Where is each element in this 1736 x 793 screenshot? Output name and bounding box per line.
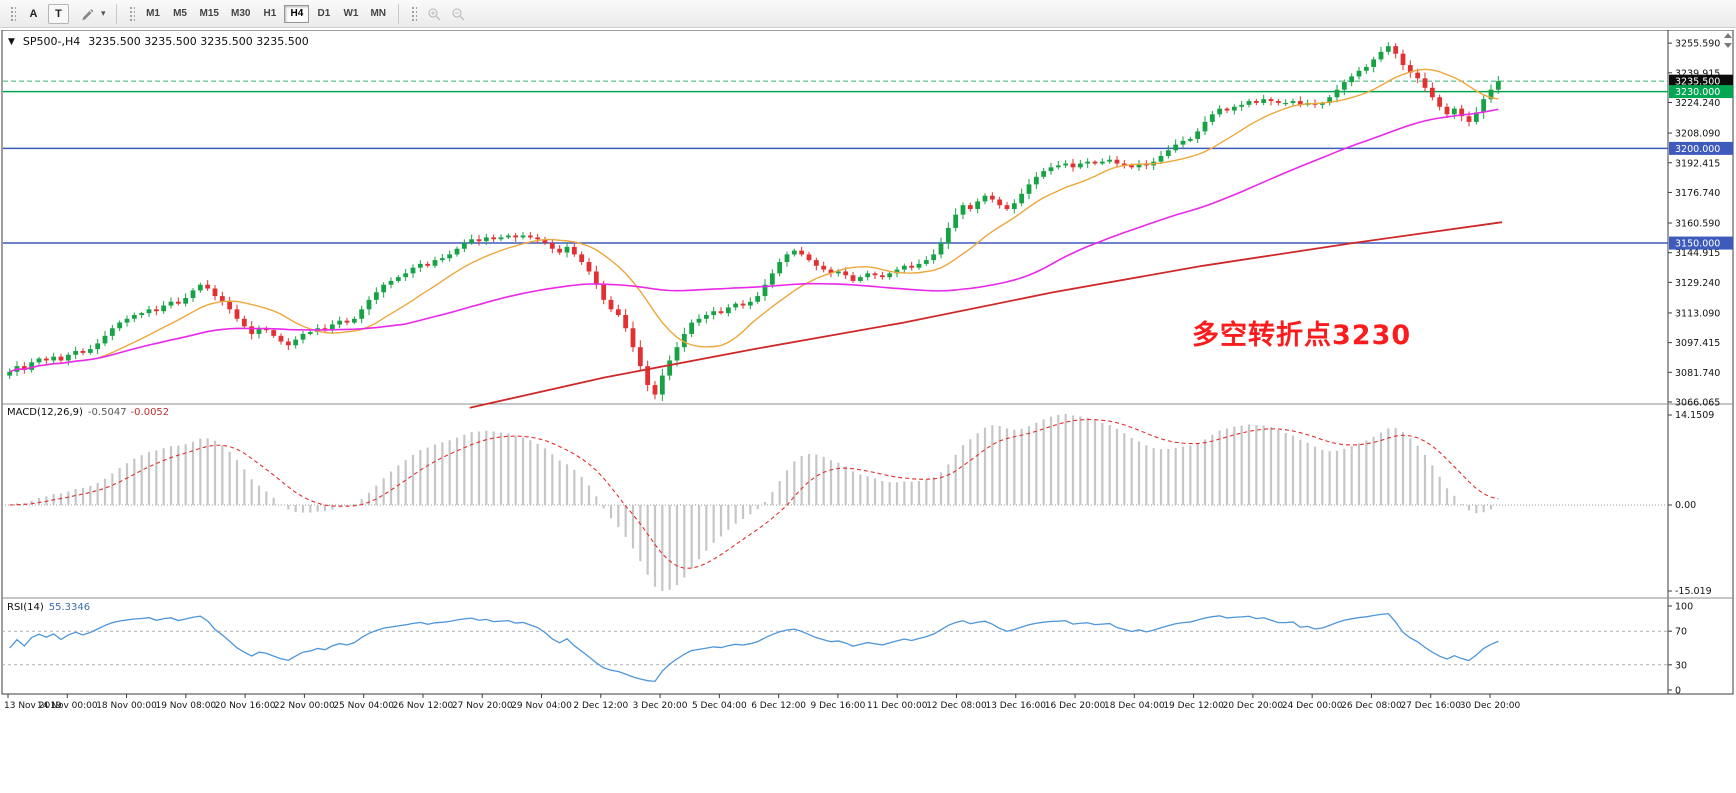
chart-collapse-icon[interactable]: ▼ <box>8 36 15 47</box>
svg-text:3224.240: 3224.240 <box>1675 98 1720 109</box>
chart-symbol-period: SP500-,H4 <box>22 35 81 48</box>
svg-text:11 Dec 00:00: 11 Dec 00:00 <box>867 701 928 711</box>
chevron-down-icon: ▾ <box>101 8 106 19</box>
svg-text:30 Dec 20:00: 30 Dec 20:00 <box>1460 701 1521 711</box>
svg-text:6 Dec 12:00: 6 Dec 12:00 <box>751 701 806 711</box>
svg-text:3176.740: 3176.740 <box>1675 188 1720 199</box>
svg-text:0.00: 0.00 <box>1675 500 1696 511</box>
svg-text:3144.915: 3144.915 <box>1675 248 1720 259</box>
timeframe-button-m5[interactable]: M5 <box>168 5 193 23</box>
ma-slow-line <box>469 221 1503 409</box>
svg-text:3113.090: 3113.090 <box>1675 308 1720 319</box>
svg-text:3160.590: 3160.590 <box>1675 219 1720 230</box>
horizontal-lines[interactable] <box>3 80 1668 244</box>
text-tool-button[interactable]: A <box>23 4 44 24</box>
svg-text:2 Dec 12:00: 2 Dec 12:00 <box>573 701 628 711</box>
svg-text:27 Dec 16:00: 27 Dec 16:00 <box>1400 701 1461 711</box>
svg-text:5 Dec 04:00: 5 Dec 04:00 <box>692 701 747 711</box>
svg-text:3150.000: 3150.000 <box>1675 239 1720 250</box>
svg-text:26 Nov 12:00: 26 Nov 12:00 <box>393 701 454 711</box>
svg-text:0: 0 <box>1675 686 1681 697</box>
zoom-out-icon[interactable] <box>449 5 467 23</box>
svg-text:12 Dec 08:00: 12 Dec 08:00 <box>926 701 987 711</box>
toolbar-grip-3[interactable] <box>410 4 417 23</box>
svg-text:19 Nov 08:00: 19 Nov 08:00 <box>155 701 216 711</box>
timeframe-button-d1[interactable]: D1 <box>311 5 336 23</box>
timeframe-button-w1[interactable]: W1 <box>338 5 363 23</box>
svg-text:18 Nov 00:00: 18 Nov 00:00 <box>96 701 157 711</box>
rsi-name: RSI(14) <box>7 602 44 613</box>
macd-indicator-label[interactable]: MACD(12,26,9) -0.5047 -0.0052 <box>7 407 169 418</box>
macd-signal-line <box>9 418 1499 569</box>
toolbar-grip-1[interactable] <box>9 4 16 23</box>
svg-text:13 Nov 2019: 13 Nov 2019 <box>4 701 62 711</box>
svg-text:24 Dec 00:00: 24 Dec 00:00 <box>1282 701 1343 711</box>
macd-main-value: -0.5047 <box>87 407 127 418</box>
svg-text:19 Dec 12:00: 19 Dec 12:00 <box>1163 701 1224 711</box>
chart-header: ▼ SP500-,H4 3235.500 3235.500 3235.500 3… <box>8 35 309 48</box>
toolbar-separator-2 <box>398 3 399 24</box>
timeframe-button-h1[interactable]: H1 <box>257 5 282 23</box>
svg-text:16 Dec 20:00: 16 Dec 20:00 <box>1045 701 1106 711</box>
svg-text:3 Dec 20:00: 3 Dec 20:00 <box>633 701 688 711</box>
timeframe-button-m30[interactable]: M30 <box>226 5 255 23</box>
svg-text:3255.590: 3255.590 <box>1675 39 1720 50</box>
zoom-in-icon[interactable] <box>425 5 443 23</box>
macd-name: MACD(12,26,9) <box>7 407 83 418</box>
candlesticks <box>7 42 1501 402</box>
chart-frame <box>1 30 1734 695</box>
chart-canvas[interactable]: 3255.590 3239.915 3224.240 3208.090 3192.415… <box>0 30 1736 793</box>
svg-text:20 Dec 20:00: 20 Dec 20:00 <box>1223 701 1284 711</box>
timeframe-toolbar: M1 M5 M15 M30 H1 H4 D1 W1 MN <box>140 4 392 23</box>
toolbar-separator-1 <box>115 3 117 24</box>
svg-text:9 Dec 16:00: 9 Dec 16:00 <box>811 701 866 711</box>
svg-text:20 Nov 16:00: 20 Nov 16:00 <box>215 701 276 711</box>
svg-text:3230.000: 3230.000 <box>1675 87 1720 98</box>
svg-text:22 Nov 00:00: 22 Nov 00:00 <box>274 701 335 711</box>
svg-text:3081.740: 3081.740 <box>1675 368 1720 379</box>
chart-window[interactable]: 3255.590 3239.915 3224.240 3208.090 3192.415… <box>0 30 1736 793</box>
macd-histogram <box>15 414 1500 591</box>
rsi-value: 55.3346 <box>48 602 91 613</box>
svg-text:14 Nov 00:00: 14 Nov 00:00 <box>37 701 98 711</box>
svg-text:-15.019: -15.019 <box>1675 586 1712 597</box>
macd-signal-value: -0.0052 <box>130 407 170 418</box>
rsi-line <box>9 612 1499 683</box>
svg-text:3200.000: 3200.000 <box>1675 144 1720 155</box>
svg-text:3192.415: 3192.415 <box>1675 158 1720 169</box>
svg-text:3239.915: 3239.915 <box>1675 68 1720 79</box>
draw-tools-dropdown[interactable]: ▾ <box>73 4 108 24</box>
chart-annotation[interactable]: 多空转折点3230 <box>1192 320 1412 351</box>
timeframe-button-m1[interactable]: M1 <box>141 5 166 23</box>
svg-text:3097.415: 3097.415 <box>1675 338 1720 349</box>
top-toolbar: A T ▾ M1 M5 M15 M30 H1 H4 D1 W1 MN <box>0 0 1736 28</box>
svg-text:3208.090: 3208.090 <box>1675 129 1720 140</box>
timeframe-button-h4[interactable]: H4 <box>284 4 310 23</box>
chart-ohlc-values: 3235.500 3235.500 3235.500 3235.500 <box>88 35 309 48</box>
pencil-icon <box>78 5 96 23</box>
ma-mid-line <box>9 108 1499 373</box>
svg-text:25 Nov 04:00: 25 Nov 04:00 <box>333 701 394 711</box>
svg-text:100: 100 <box>1675 602 1693 613</box>
svg-text:3066.065: 3066.065 <box>1675 397 1720 408</box>
ma-fast-line <box>9 68 1499 373</box>
text-label-tool-button[interactable]: T <box>48 3 69 24</box>
price-axis[interactable]: 3255.590 3239.915 3224.240 3208.090 3192.415… <box>1668 39 1720 697</box>
svg-text:14.1509: 14.1509 <box>1675 410 1714 421</box>
svg-text:30: 30 <box>1675 660 1687 671</box>
svg-text:26 Dec 08:00: 26 Dec 08:00 <box>1341 701 1402 711</box>
svg-text:13 Dec 16:00: 13 Dec 16:00 <box>985 701 1046 711</box>
svg-text:18 Dec 04:00: 18 Dec 04:00 <box>1104 701 1165 711</box>
svg-text:3129.240: 3129.240 <box>1675 278 1720 289</box>
rsi-indicator-label[interactable]: RSI(14) 55.3346 <box>7 602 90 613</box>
svg-text:27 Nov 20:00: 27 Nov 20:00 <box>452 701 513 711</box>
svg-text:3235.500: 3235.500 <box>1675 77 1720 88</box>
timeframe-button-m15[interactable]: M15 <box>195 5 224 23</box>
svg-text:29 Nov 04:00: 29 Nov 04:00 <box>511 701 572 711</box>
toolbar-grip-2[interactable] <box>127 4 135 23</box>
svg-text:70: 70 <box>1675 627 1687 638</box>
timeframe-button-mn[interactable]: MN <box>365 5 391 23</box>
